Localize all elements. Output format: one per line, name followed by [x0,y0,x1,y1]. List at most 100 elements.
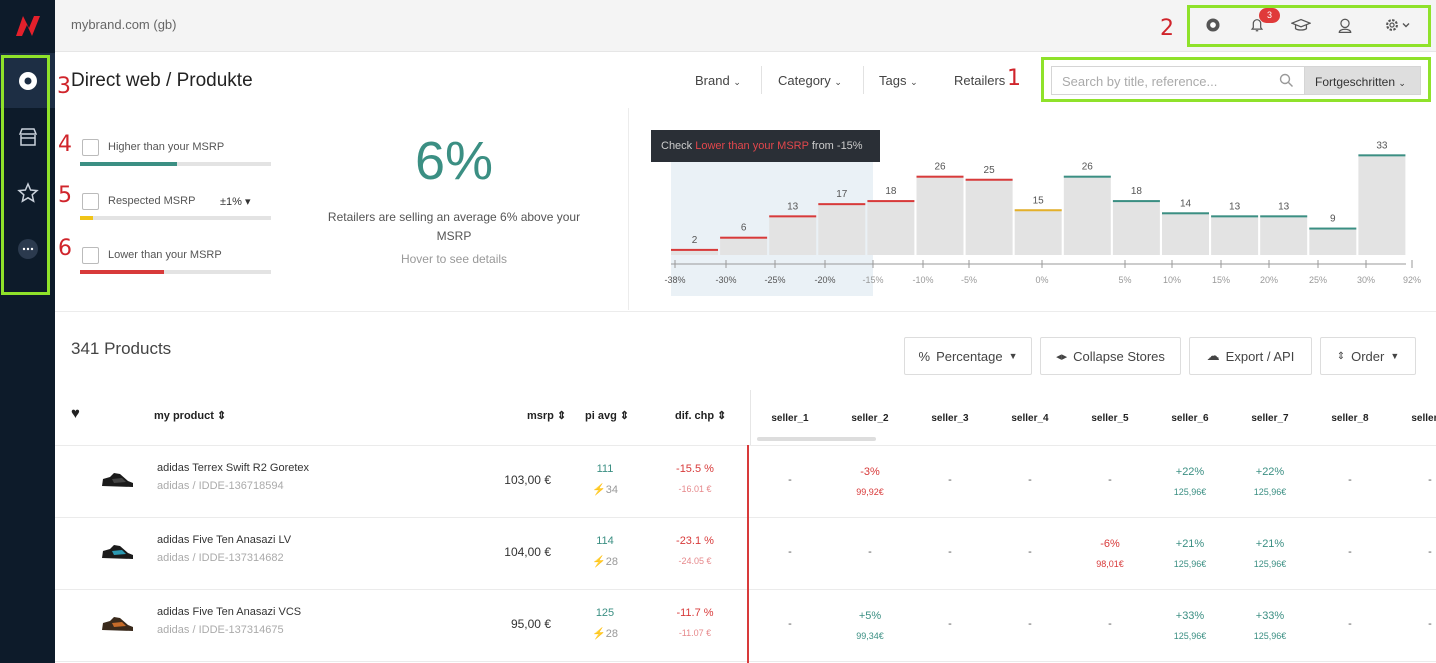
seller-price-diff[interactable]: - [1348,546,1352,558]
chevron-down-icon: ⌄ [733,77,741,87]
seller-price-diff[interactable]: - [1348,618,1352,630]
seller-price-diff[interactable]: - [948,546,952,558]
chart-bar[interactable] [769,215,817,255]
chart-bar[interactable] [1112,200,1160,255]
chrome-icon[interactable] [1202,14,1224,36]
product-name[interactable]: adidas Five Ten Anasazi LV [157,534,292,546]
bell-icon[interactable] [1246,14,1268,36]
seller-price-diff[interactable]: - [1428,474,1432,486]
seller-price-diff[interactable]: +21% [1175,538,1205,550]
filter-tags[interactable]: Tags ⌄ [879,73,918,88]
chart-bar[interactable] [1358,154,1406,255]
chart-bar[interactable] [1260,215,1308,255]
chart-bar[interactable] [1063,175,1111,255]
seller-price-diff[interactable]: - [1028,618,1032,630]
chart-bar[interactable] [1211,215,1259,255]
seller-price-diff[interactable]: +22% [1255,466,1285,478]
seller-price-diff[interactable]: - [1028,474,1032,486]
chart-bar[interactable] [1309,227,1357,255]
seller-price-diff[interactable]: +33% [1255,610,1285,622]
export-api-button[interactable]: ☁ Export / API [1189,337,1312,375]
seller-scrollbar[interactable] [757,437,876,441]
filter-brand[interactable]: Brand ⌄ [695,73,741,88]
seller-price-diff[interactable]: - [1108,474,1112,486]
percentage-dropdown[interactable]: % Percentage ▼ [904,337,1032,375]
sidebar-item-favorites[interactable] [0,165,55,220]
settings-menu[interactable] [1378,14,1416,36]
seller-price-diff[interactable]: - [868,546,872,558]
seller-price-diff[interactable]: - [1108,618,1112,630]
chart-bar[interactable] [671,248,718,255]
sort-icon: ⇕ [556,410,567,422]
seller-column-header[interactable]: seller_2 [851,413,889,424]
seller-column-header[interactable]: seller_6 [1171,413,1209,424]
sidebar-item-more[interactable] [0,221,55,276]
chart-bar-top [1112,200,1160,203]
seller-price-diff[interactable]: -6% [1100,538,1120,550]
column-header-msrp[interactable]: msrp ⇕ [527,410,567,422]
seller-column-header[interactable]: seller_7 [1251,413,1289,424]
chart-bar[interactable] [867,200,915,255]
checkbox[interactable] [82,193,99,210]
seller-price-diff[interactable]: +22% [1175,466,1205,478]
product-thumbnail[interactable] [100,616,134,632]
heart-icon[interactable]: ♥ [71,405,80,422]
product-name[interactable]: adidas Terrex Swift R2 Goretex [157,462,310,474]
seller-price-diff[interactable]: - [1428,546,1432,558]
search-input[interactable]: Search by title, reference... [1051,66,1304,95]
seller-price-diff[interactable]: - [1348,474,1352,486]
sidebar-item-store[interactable] [0,109,55,164]
filter-lower-msrp[interactable]: Lower than your MSRP [80,246,271,278]
column-header-product[interactable]: my product ⇕ [154,410,227,422]
brand-logo[interactable] [14,12,42,38]
sidebar-item-overview[interactable] [0,53,55,108]
x-tick-label: 15% [1212,275,1230,285]
seller-price-diff[interactable]: - [948,474,952,486]
graduation-cap-icon[interactable] [1290,14,1312,36]
advanced-search-button[interactable]: Fortgeschritten ⌄ [1304,66,1421,95]
chart-bar-top [1014,209,1062,212]
product-thumbnail[interactable] [100,544,134,560]
filter-retailers[interactable]: Retailers [954,73,1006,88]
filter-respected-msrp[interactable]: Respected MSRP ±1% ▾ [80,192,271,224]
chart-data-label: 14 [1180,198,1192,209]
product-name[interactable]: adidas Five Ten Anasazi VCS [157,606,302,618]
seller-price-diff[interactable]: -3% [860,466,880,478]
column-header-dif[interactable]: dif. chp ⇕ [675,410,727,422]
seller-price-diff[interactable]: - [1428,618,1432,630]
checkbox[interactable] [82,139,99,156]
filter-higher-msrp[interactable]: Higher than your MSRP [80,138,271,170]
order-dropdown[interactable]: ⇕ Order ▼ [1320,337,1416,375]
chart-bar[interactable] [1162,212,1209,255]
product-thumbnail[interactable] [100,472,134,488]
seller-column-header[interactable]: seller_1 [771,413,809,424]
chart-bar[interactable] [965,178,1013,255]
seller-price-diff[interactable]: +5% [858,610,882,622]
collapse-stores-button[interactable]: ◂▸ Collapse Stores [1040,337,1181,375]
checkbox[interactable] [82,247,99,264]
seller-price-diff[interactable]: - [1028,546,1032,558]
seller-column-header[interactable]: seller_4 [1011,413,1049,424]
support-agent-icon[interactable] [1334,14,1356,36]
search-icon[interactable] [1279,73,1294,88]
column-header-avg[interactable]: pi avg ⇕ [585,410,630,422]
seller-price-diff[interactable]: +21% [1255,538,1285,550]
chart-bar[interactable] [818,203,866,255]
seller-price-diff[interactable]: - [788,474,792,486]
chart-bar[interactable] [916,175,964,255]
annotation-label: 1 [1007,66,1021,91]
seller-price-diff[interactable]: - [788,546,792,558]
seller-column-header[interactable]: seller_8 [1331,413,1369,424]
chart-bar[interactable] [1014,209,1062,255]
filter-category[interactable]: Category ⌄ [778,73,842,88]
seller-column-header[interactable]: seller_5 [1091,413,1129,424]
seller-price-diff[interactable]: +33% [1175,610,1205,622]
seller-column-header[interactable]: seller_9 [1411,413,1436,424]
seller-price-diff[interactable]: - [788,618,792,630]
products-count: 341 Products [71,339,172,358]
chart-bar[interactable] [720,236,768,255]
seller-column-header[interactable]: seller_3 [931,413,969,424]
seller-price-diff[interactable]: - [948,618,952,630]
tolerance-select[interactable]: ±1% ▾ [220,196,251,208]
